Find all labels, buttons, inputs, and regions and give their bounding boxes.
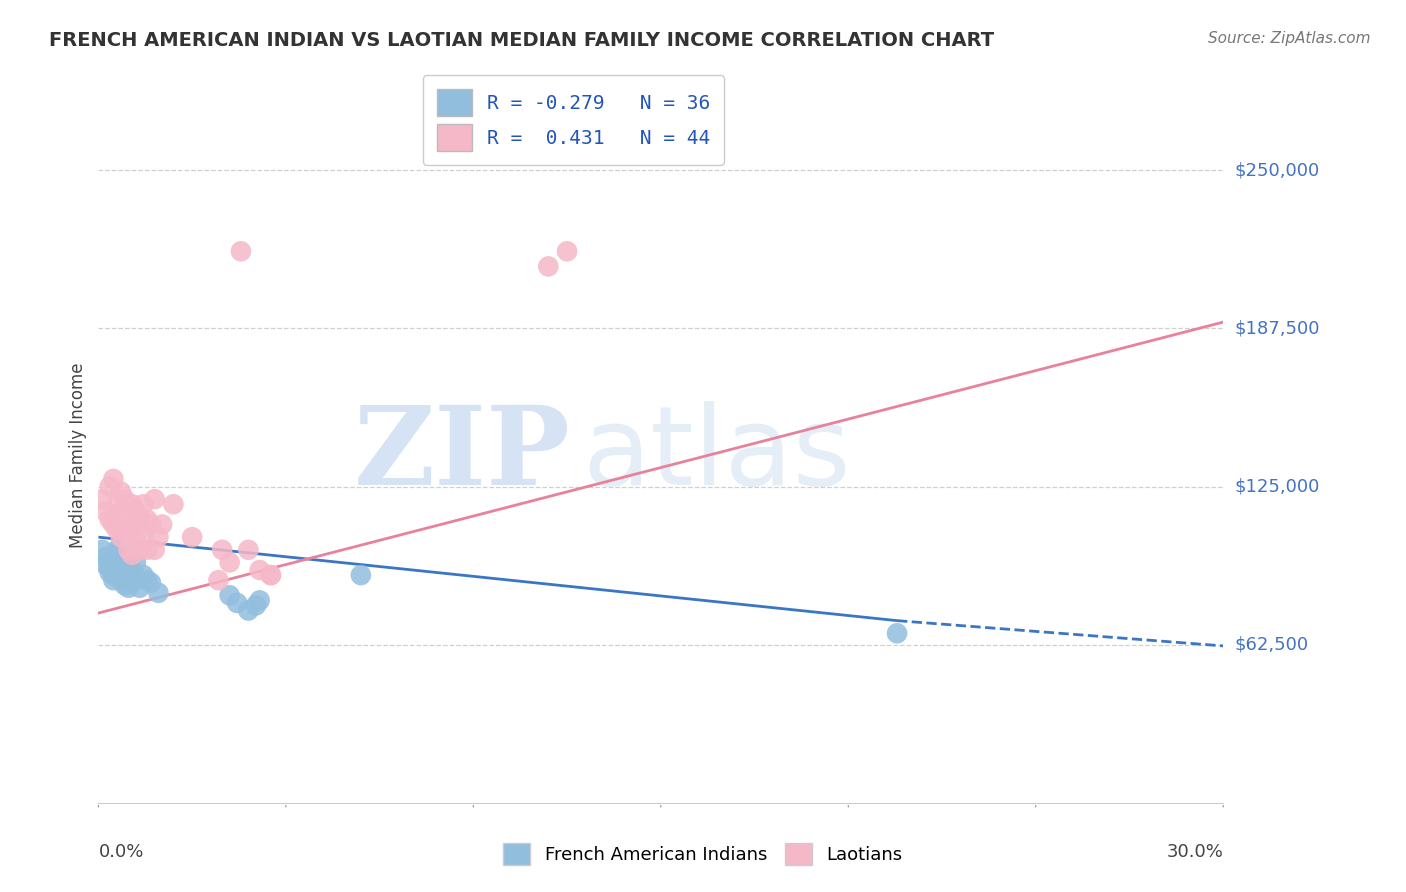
Point xyxy=(105,556,128,570)
Point xyxy=(148,530,170,544)
Point xyxy=(226,596,249,610)
Point xyxy=(98,560,121,574)
Point xyxy=(143,542,166,557)
Point xyxy=(139,517,162,532)
Point xyxy=(103,568,125,582)
Point xyxy=(555,244,578,259)
Point xyxy=(114,563,136,577)
Point xyxy=(218,588,240,602)
Point xyxy=(103,573,125,587)
Point xyxy=(125,556,148,570)
Point xyxy=(350,568,373,582)
Point xyxy=(125,571,148,585)
Point xyxy=(110,530,132,544)
Point xyxy=(162,497,184,511)
Point xyxy=(114,523,136,537)
Point xyxy=(110,484,132,499)
Point xyxy=(125,533,148,547)
Text: Source: ZipAtlas.com: Source: ZipAtlas.com xyxy=(1208,31,1371,46)
Point xyxy=(117,542,139,557)
Point xyxy=(886,626,908,640)
Point xyxy=(229,244,252,259)
Point xyxy=(121,523,143,537)
Text: 30.0%: 30.0% xyxy=(1167,843,1223,862)
Point xyxy=(114,492,136,507)
Point xyxy=(117,505,139,519)
Point xyxy=(249,563,271,577)
Point xyxy=(103,517,125,532)
Point xyxy=(121,575,143,590)
Text: $125,000: $125,000 xyxy=(1234,477,1320,496)
Point xyxy=(121,548,143,562)
Point xyxy=(249,593,271,607)
Point xyxy=(245,599,267,613)
Point xyxy=(114,578,136,592)
Point xyxy=(136,573,159,587)
Point xyxy=(128,581,150,595)
Point xyxy=(207,573,229,587)
Point xyxy=(132,568,155,582)
Point xyxy=(238,603,260,617)
Point xyxy=(128,512,150,526)
Point xyxy=(150,517,173,532)
Point xyxy=(98,512,121,526)
Point xyxy=(105,542,128,557)
Text: $187,500: $187,500 xyxy=(1234,319,1320,337)
Point xyxy=(211,542,233,557)
Point xyxy=(105,497,128,511)
Point xyxy=(117,568,139,582)
Point xyxy=(148,586,170,600)
Point xyxy=(260,568,283,582)
Point xyxy=(218,556,240,570)
Point xyxy=(103,472,125,486)
Text: FRENCH AMERICAN INDIAN VS LAOTIAN MEDIAN FAMILY INCOME CORRELATION CHART: FRENCH AMERICAN INDIAN VS LAOTIAN MEDIAN… xyxy=(49,31,994,50)
Point xyxy=(110,505,132,519)
Point xyxy=(110,556,132,570)
Point xyxy=(117,581,139,595)
Point xyxy=(537,260,560,274)
Point xyxy=(98,479,121,493)
Point xyxy=(114,530,136,544)
Point xyxy=(132,530,155,544)
Y-axis label: Median Family Income: Median Family Income xyxy=(69,362,87,548)
Point xyxy=(260,568,283,582)
Text: $250,000: $250,000 xyxy=(1234,161,1320,179)
Point xyxy=(114,548,136,562)
Point xyxy=(105,523,128,537)
Point xyxy=(94,558,117,572)
Point xyxy=(94,505,117,519)
Point xyxy=(121,497,143,511)
Point xyxy=(110,573,132,587)
Point xyxy=(91,542,114,557)
Text: 0.0%: 0.0% xyxy=(98,843,143,862)
Point xyxy=(139,575,162,590)
Point xyxy=(91,492,114,507)
Point xyxy=(143,492,166,507)
Point xyxy=(132,497,155,511)
Legend: R = -0.279   N = 36, R =  0.431   N = 44: R = -0.279 N = 36, R = 0.431 N = 44 xyxy=(423,75,724,165)
Point xyxy=(117,556,139,570)
Point xyxy=(98,566,121,580)
Point xyxy=(125,505,148,519)
Point xyxy=(128,542,150,557)
Legend: French American Indians, Laotians: French American Indians, Laotians xyxy=(494,834,912,874)
Point xyxy=(110,538,132,552)
Text: ZIP: ZIP xyxy=(354,401,571,508)
Point xyxy=(136,542,159,557)
Point xyxy=(105,568,128,582)
Text: atlas: atlas xyxy=(582,401,851,508)
Point xyxy=(181,530,204,544)
Point xyxy=(94,550,117,565)
Point xyxy=(238,542,260,557)
Point xyxy=(121,563,143,577)
Text: $62,500: $62,500 xyxy=(1234,636,1309,654)
Point xyxy=(117,527,139,541)
Point xyxy=(136,512,159,526)
